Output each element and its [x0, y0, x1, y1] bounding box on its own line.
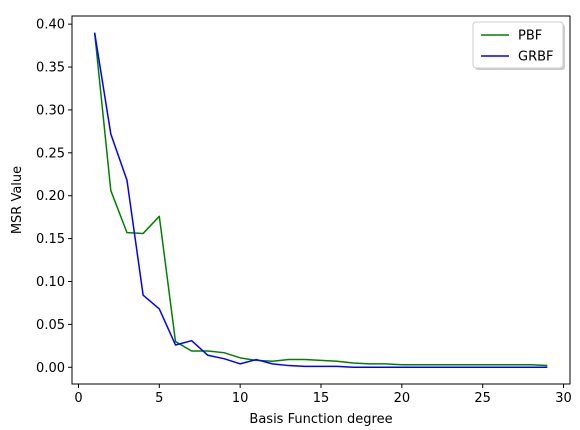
x-tick-label: 0: [74, 391, 82, 406]
y-tick-label: 0.25: [36, 146, 65, 161]
y-tick-label: 0.10: [36, 275, 65, 290]
y-tick-label: 0.00: [36, 361, 65, 376]
y-tick-label: 0.40: [36, 18, 65, 33]
series-layer: [93, 32, 548, 369]
y-axis-label: MSR Value: [10, 166, 25, 234]
axes-frame: [71, 15, 571, 385]
legend: PBF GRBF: [472, 21, 565, 70]
y-tick-label: 0.35: [36, 61, 65, 76]
series-line-pbf: [93, 32, 548, 367]
x-axis-label: Basis Function degree: [249, 412, 392, 427]
x-tick-label: 25: [474, 391, 491, 406]
x-tick-label: 20: [394, 391, 411, 406]
tick-layer: 0 5 10 15 20 25 30 0.00 0.05 0.10 0.15 0.20 0.25 0.30…: [36, 18, 572, 406]
y-tick-label: 0.30: [36, 103, 65, 118]
x-tick-label: 15: [313, 391, 330, 406]
series-line-grbf: [93, 32, 548, 369]
y-tick-label: 0.20: [36, 189, 65, 204]
x-tick-label: 30: [555, 391, 572, 406]
y-tick-label: 0.15: [36, 232, 65, 247]
x-tick-label: 10: [232, 391, 249, 406]
y-tick-label: 0.05: [36, 318, 65, 333]
legend-label-grbf: GRBF: [518, 50, 554, 65]
x-tick-label: 5: [155, 391, 163, 406]
legend-label-pbf: PBF: [518, 29, 542, 44]
